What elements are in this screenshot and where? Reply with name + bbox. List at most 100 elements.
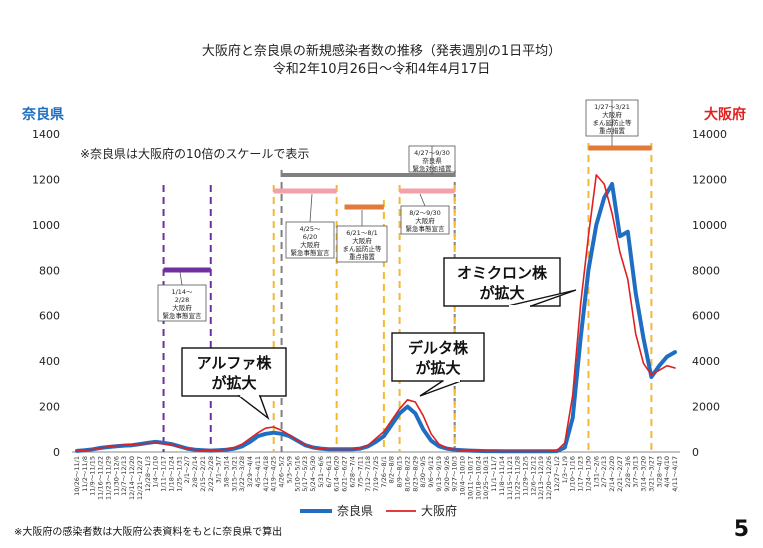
chart-title-line1: 大阪府と奈良県の新規感染者数の推移（発表週別の1日平均） bbox=[201, 44, 562, 59]
delta-callout-line2: が拡大 bbox=[415, 359, 460, 377]
x-tick-label: 3/15～3/21 bbox=[230, 456, 238, 492]
x-tick-label: 11/1～11/7 bbox=[490, 456, 498, 492]
x-tick-label: 1/3～1/9 bbox=[561, 456, 569, 483]
right-tick-label: 6000 bbox=[692, 310, 720, 323]
x-tick-label: 11/15～11/21 bbox=[506, 456, 514, 500]
x-tick-label: 2/21～2/27 bbox=[616, 456, 624, 492]
period-callout-2-text: 6/20 bbox=[303, 233, 318, 241]
x-tick-label: 10/25～10/31 bbox=[482, 456, 490, 500]
period-callout-1-box bbox=[157, 284, 207, 322]
x-tick-label: 10/26～11/1 bbox=[73, 456, 81, 496]
x-tick-label: 10/18～10/24 bbox=[474, 456, 482, 500]
period-callout-1-text: 大阪府 bbox=[172, 303, 192, 312]
x-tick-label: 12/20～12/26 bbox=[545, 456, 553, 500]
x-tick-label: 3/7～3/13 bbox=[632, 456, 640, 488]
period-callout-5-text: 大阪府 bbox=[415, 216, 435, 225]
x-tick-label: 3/8～3/14 bbox=[223, 456, 231, 488]
alpha-callout-tail bbox=[237, 395, 270, 421]
right-axis-title: 大阪府 bbox=[704, 106, 746, 123]
x-tick-label: 5/3～5/9 bbox=[285, 456, 293, 483]
x-tick-label: 12/21～12/27 bbox=[136, 456, 144, 500]
x-tick-label: 9/27～10/3 bbox=[451, 456, 459, 492]
x-tick-label: 3/28～4/3 bbox=[655, 456, 663, 488]
x-tick-label: 1/11～1/17 bbox=[160, 456, 168, 492]
x-tick-label: 3/22～3/28 bbox=[238, 456, 246, 492]
period-callout-4-text: まん延防止等 bbox=[343, 244, 383, 253]
x-tick-label: 3/29～4/4 bbox=[246, 456, 254, 488]
right-tick-label: 10000 bbox=[692, 219, 727, 232]
x-tick-label: 12/14～12/20 bbox=[128, 456, 136, 500]
omicron-callout-line1: オミクロン株 bbox=[457, 264, 548, 282]
period-callout-3-text: 緊急対処措置 bbox=[413, 164, 453, 173]
series-line-2 bbox=[76, 174, 676, 453]
x-tick-label: 8/16～8/22 bbox=[403, 456, 411, 492]
period-callout-6-text: 1/27～3/21 bbox=[594, 103, 630, 111]
right-tick-label: 2000 bbox=[692, 401, 720, 414]
x-tick-label: 8/2～8/8 bbox=[388, 456, 396, 483]
x-tick-label: 5/24～5/30 bbox=[309, 456, 317, 492]
x-tick-label: 1/25～1/31 bbox=[175, 456, 183, 492]
period-callout-5-text: 8/2～9/30 bbox=[409, 209, 441, 217]
period-callout-5-box bbox=[400, 205, 450, 235]
x-tick-label: 1/17～1/23 bbox=[577, 456, 585, 492]
period-callout-6-text: 大阪府 bbox=[602, 110, 622, 119]
x-tick-label: 11/16～11/22 bbox=[97, 456, 105, 500]
period-callout-6-text: まん延防止等 bbox=[593, 118, 633, 127]
period-callout-1-pointer bbox=[179, 271, 183, 286]
x-tick-label: 7/26～8/1 bbox=[380, 456, 388, 488]
period-callout-2-box bbox=[285, 221, 335, 259]
x-tick-label: 4/19～4/25 bbox=[270, 456, 278, 492]
x-tick-label: 7/5～7/11 bbox=[356, 456, 364, 488]
x-tick-label: 12/7～12/13 bbox=[120, 456, 128, 496]
x-tick-label: 11/30～12/6 bbox=[112, 456, 120, 496]
x-tick-label: 7/19～7/25 bbox=[372, 456, 380, 492]
page-number: 5 bbox=[733, 517, 749, 542]
x-tick-label: 6/7～6/13 bbox=[325, 456, 333, 488]
x-tick-label: 11/29～12/5 bbox=[522, 456, 530, 496]
x-tick-label: 12/28～1/3 bbox=[144, 456, 152, 492]
period-callout-6-text: 重点措置 bbox=[599, 126, 626, 135]
x-tick-label: 11/8～11/14 bbox=[498, 456, 506, 496]
scale-note: ※奈良県は大阪府の10倍のスケールで表示 bbox=[80, 146, 309, 161]
x-tick-label: 1/24～1/30 bbox=[584, 456, 592, 492]
x-tick-label: 4/12～4/18 bbox=[262, 456, 270, 492]
x-tick-label: 6/14～6/20 bbox=[333, 456, 341, 492]
period-callout-5-pointer bbox=[419, 193, 426, 207]
x-tick-label: 11/22～11/28 bbox=[514, 456, 522, 500]
x-tick-label: 8/23～8/29 bbox=[411, 456, 419, 492]
period-callout-5-text: 緊急事態宣言 bbox=[406, 224, 446, 233]
delta-callout-line1: デルタ株 bbox=[408, 339, 469, 357]
x-tick-label: 1/18～1/24 bbox=[167, 456, 175, 492]
x-tick-label: 5/10～5/16 bbox=[293, 456, 301, 492]
footnote: ※大阪府の感染者数は大阪府公表資料をもとに奈良県で算出 bbox=[14, 527, 283, 538]
x-tick-label: 7/12～7/18 bbox=[364, 456, 372, 492]
period-callout-1-text: 2/28 bbox=[175, 296, 190, 304]
x-tick-label: 9/20～9/26 bbox=[443, 456, 451, 492]
x-tick-label: 12/13～12/19 bbox=[537, 456, 545, 500]
x-tick-label: 2/8～2/14 bbox=[191, 456, 199, 488]
x-tick-label: 11/9～11/15 bbox=[89, 456, 97, 496]
x-tick-label: 8/30～9/5 bbox=[419, 456, 427, 488]
left-axis-title: 奈良県 bbox=[21, 106, 64, 123]
x-tick-label: 10/4～10/10 bbox=[459, 456, 467, 496]
right-tick-label: 8000 bbox=[692, 264, 720, 277]
x-tick-label: 12/27～1/2 bbox=[553, 456, 561, 492]
x-tick-label: 3/1～3/7 bbox=[215, 456, 223, 483]
x-tick-label: 2/15～2/21 bbox=[199, 456, 207, 492]
period-callout-2-text: 大阪府 bbox=[300, 240, 320, 249]
alpha-callout-line1: アルファ株 bbox=[197, 354, 273, 372]
left-tick-label: 400 bbox=[39, 355, 60, 368]
right-tick-label: 14000 bbox=[692, 128, 727, 141]
x-tick-label: 1/4～1/10 bbox=[152, 456, 160, 488]
x-tick-label: 1/31～2/6 bbox=[592, 456, 600, 488]
x-tick-label: 12/6～12/12 bbox=[529, 456, 537, 496]
period-callout-3-text: 4/27～9/30 bbox=[414, 149, 450, 157]
x-tick-label: 3/21～3/27 bbox=[647, 456, 655, 492]
x-tick-label: 3/14～3/20 bbox=[640, 456, 648, 492]
left-tick-label: 600 bbox=[39, 310, 60, 323]
chart-title-line2: 令和2年10月26日～令和4年4月17日 bbox=[272, 62, 491, 77]
x-tick-label: 9/6～9/12 bbox=[427, 456, 435, 488]
period-callout-4-box bbox=[336, 225, 388, 263]
legend-label-osaka: 大阪府 bbox=[421, 503, 457, 518]
